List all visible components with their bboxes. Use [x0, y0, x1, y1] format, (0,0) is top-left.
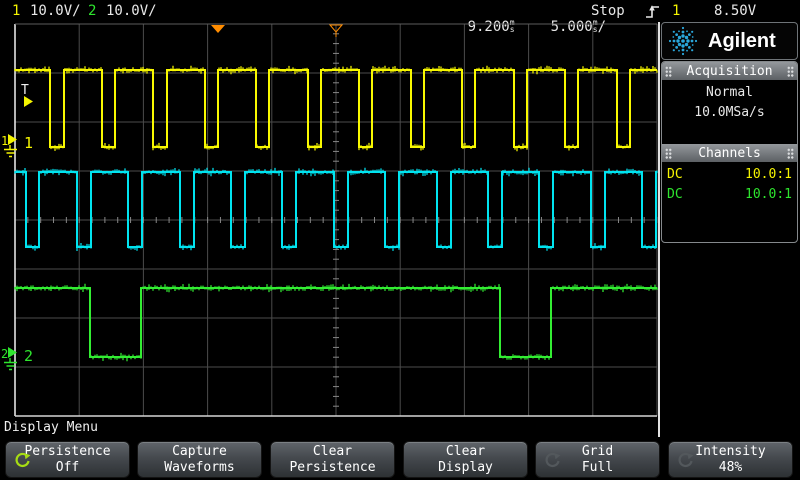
grip-icon [787, 147, 794, 159]
svg-text:2: 2 [1, 347, 8, 361]
grip-icon [787, 65, 794, 77]
softkey-persistence[interactable]: Persistence Off [5, 441, 130, 478]
trigger-level-marker[interactable]: T [21, 83, 33, 107]
softkey-clear-display[interactable]: Clear Display [403, 441, 528, 478]
agilent-logo-icon [668, 26, 698, 56]
ch1-probe: 10.0:1 [745, 167, 792, 182]
ch2-trace-label: 2 [24, 347, 33, 365]
ch2-ground-marker[interactable]: 2 2 [1, 347, 33, 371]
timebase-readout: 5.000 m s / [550, 18, 606, 36]
traces [14, 65, 658, 362]
softkey-capture-waveforms[interactable]: Capture Waveforms [137, 441, 262, 478]
ch1-number: 1 [12, 3, 21, 19]
softkey-intensity[interactable]: Intensity 48% [668, 441, 793, 478]
ch1-settings-row: DC 10.0:1 [662, 167, 797, 182]
sample-rate: 10.0MSa/s [694, 105, 765, 120]
cycle-icon [678, 452, 694, 468]
brand-box: Agilent [661, 22, 798, 60]
info-sidebar: Agilent Acquisition Normal 10.0MSa/s Cha… [661, 22, 798, 243]
time-reference-marker [328, 24, 344, 37]
ch2-settings-row: DC 10.0:1 [662, 187, 797, 202]
cycle-icon [545, 452, 561, 468]
acquisition-mode: Normal [706, 85, 753, 100]
brand-name: Agilent [708, 29, 776, 52]
ch2-probe: 10.0:1 [745, 187, 792, 202]
trigger-position-marker[interactable] [211, 25, 225, 33]
acquisition-header[interactable]: Acquisition [662, 62, 797, 80]
trigger-slope-icon [646, 5, 659, 18]
grip-icon [665, 65, 672, 77]
panel-separator [658, 22, 660, 437]
ch1-trace-label: 1 [24, 134, 33, 152]
ch2-number: 2 [88, 3, 97, 19]
delay-readout: 9.200 m s [467, 18, 515, 36]
channel-2-trace [15, 287, 657, 358]
channel-1-noise [14, 65, 658, 152]
grip-icon [665, 147, 672, 159]
ch2-coupling: DC [667, 187, 683, 202]
cycle-icon [15, 452, 31, 468]
ch1-scale: 10.0V/ [30, 3, 81, 19]
captured-waveform-noise [14, 167, 658, 251]
svg-text:1: 1 [1, 134, 8, 148]
softkey-grid[interactable]: Grid Full [535, 441, 660, 478]
channels-header[interactable]: Channels [662, 144, 797, 162]
svg-text:T: T [21, 83, 29, 98]
softkey-clear-persistence[interactable]: Clear Persistence [270, 441, 395, 478]
ch2-scale: 10.0V/ [106, 3, 157, 19]
ch1-ground-marker[interactable]: 1 1 [1, 134, 33, 158]
run-state: Stop [591, 3, 625, 19]
status-bar: 1 10.0V/ 2 10.0V/ 9.200 m s 5.000 m s / Stop … [0, 0, 800, 35]
info-panel: Acquisition Normal 10.0MSa/s Channels DC… [661, 61, 798, 243]
trigger-source: 1 [672, 3, 681, 19]
channel-2-noise [14, 283, 658, 362]
trigger-level: 8.50V [714, 3, 757, 19]
menu-title: Display Menu [4, 420, 98, 435]
ch1-coupling: DC [667, 167, 683, 182]
